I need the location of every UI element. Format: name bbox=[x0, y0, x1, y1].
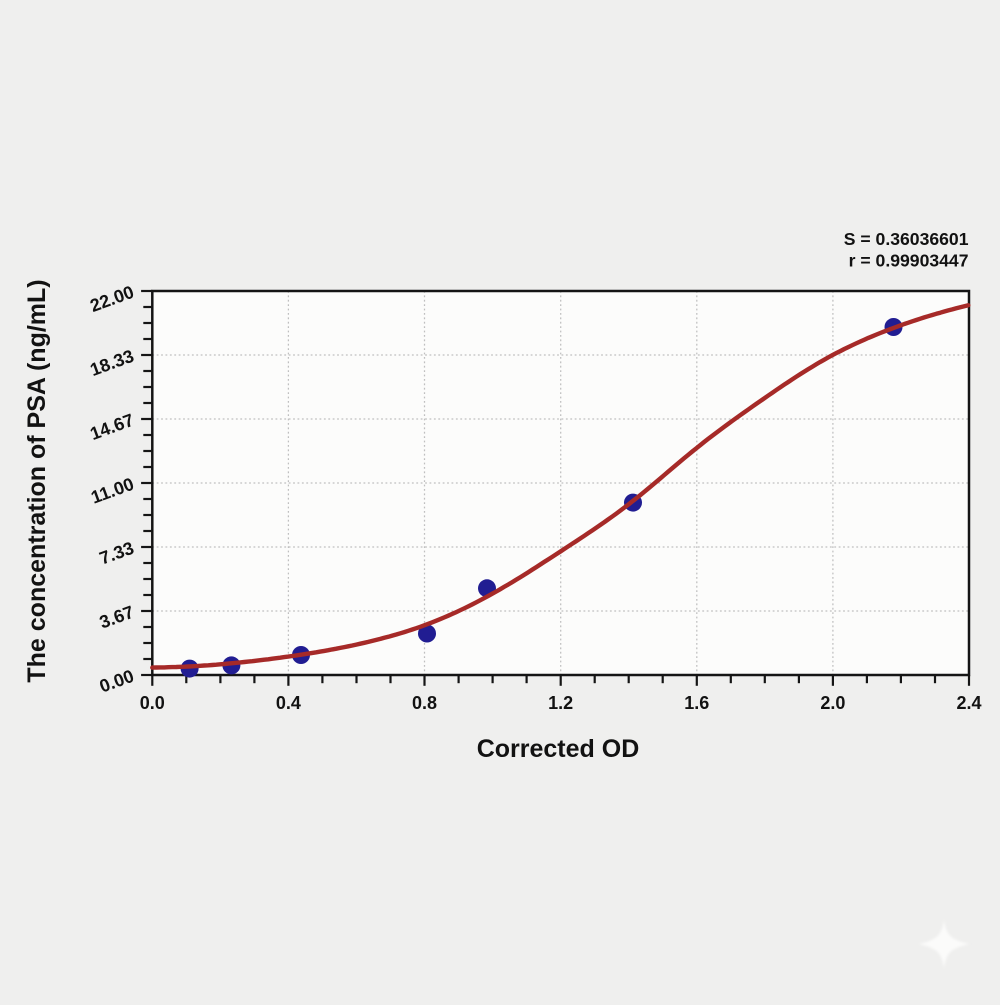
svg-text:Corrected OD: Corrected OD bbox=[477, 735, 640, 763]
svg-text:0.8: 0.8 bbox=[412, 693, 437, 713]
svg-text:1.2: 1.2 bbox=[548, 693, 573, 713]
svg-text:0.4: 0.4 bbox=[276, 693, 301, 713]
svg-text:2.0: 2.0 bbox=[820, 693, 845, 713]
svg-text:r = 0.99903447: r = 0.99903447 bbox=[849, 251, 969, 271]
svg-text:1.6: 1.6 bbox=[684, 693, 709, 713]
svg-text:2.4: 2.4 bbox=[956, 693, 981, 713]
svg-text:0.0: 0.0 bbox=[140, 693, 165, 713]
svg-text:The concentration of PSA (ng/m: The concentration of PSA (ng/mL) bbox=[23, 279, 51, 682]
svg-text:S = 0.36036601: S = 0.36036601 bbox=[844, 229, 969, 249]
